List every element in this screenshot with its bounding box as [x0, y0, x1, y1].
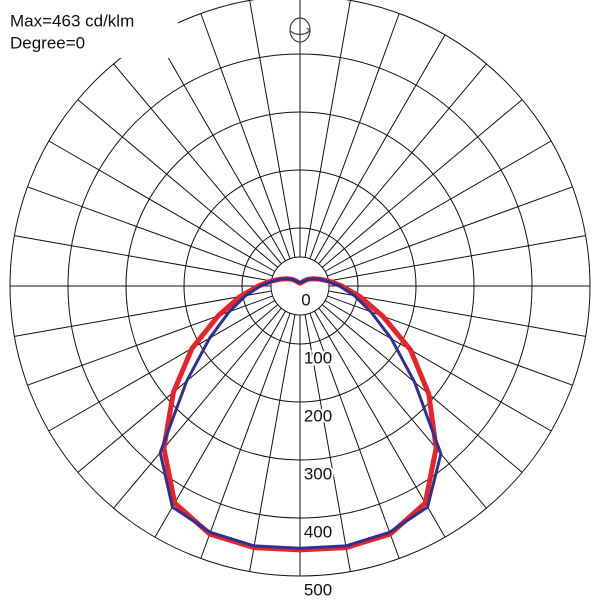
inner-ring [270, 256, 330, 316]
spoke [27, 295, 273, 386]
spoke [14, 235, 272, 282]
spoke [154, 310, 286, 538]
spoke [249, 314, 296, 572]
spoke [77, 99, 279, 268]
spoke [318, 307, 487, 509]
spoke [318, 63, 487, 265]
r-tick-label: 400 [304, 522, 332, 541]
spoke [328, 290, 586, 337]
r-tick-label: 200 [304, 406, 332, 425]
rotation-icon [289, 17, 312, 43]
spoke [200, 13, 291, 259]
spoke [304, 0, 351, 258]
annotation-bg [0, 10, 178, 58]
spoke [113, 307, 282, 509]
grid-ring [183, 169, 417, 403]
spoke [200, 313, 291, 559]
r-tick-label: 0 [301, 290, 310, 309]
max-annotation: Max=463 cd/klm [10, 11, 134, 30]
series-line [158, 277, 443, 550]
spoke [14, 290, 272, 337]
spoke [304, 314, 351, 572]
spoke [314, 310, 446, 538]
grid [9, 0, 591, 577]
grid-ring [67, 53, 533, 519]
grid-ring [125, 111, 475, 461]
spoke [48, 300, 276, 432]
spoke [321, 99, 523, 268]
plot: 0 100 200 300 400 500 [158, 276, 443, 600]
spoke [314, 34, 446, 262]
r-tick-label: 500 [304, 580, 332, 599]
spoke [48, 140, 276, 272]
spoke [27, 186, 273, 277]
r-tick-label: 100 [304, 348, 332, 367]
spoke [249, 0, 296, 258]
spoke [327, 295, 573, 386]
spoke [324, 300, 552, 432]
spoke [113, 63, 282, 265]
spoke [309, 313, 400, 559]
spoke [321, 304, 523, 473]
spoke [324, 140, 552, 272]
spoke [309, 13, 400, 259]
r-tick-label: 300 [304, 464, 332, 483]
spoke [327, 186, 573, 277]
grid-ring [241, 227, 359, 345]
grid-ring [9, 0, 591, 577]
spoke [154, 34, 286, 262]
degree-annotation: Degree=0 [10, 33, 85, 52]
spoke [77, 304, 279, 473]
spoke [328, 235, 586, 282]
